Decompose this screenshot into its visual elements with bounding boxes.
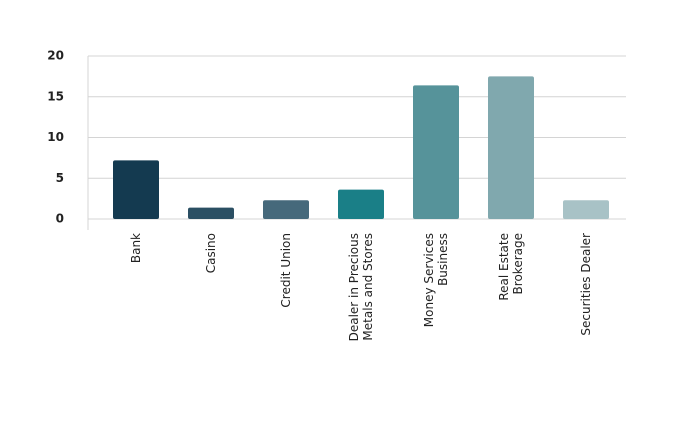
- x-tick-label-line: Securities Dealer: [579, 233, 593, 336]
- x-tick-label: Dealer in PreciousMetals and Stores: [347, 233, 375, 341]
- x-tick-label-line: Bank: [129, 233, 143, 263]
- x-tick-label: Bank: [129, 233, 143, 263]
- y-tick-label: 20: [47, 49, 64, 63]
- bar: [563, 200, 609, 219]
- bar: [488, 76, 534, 219]
- bar: [338, 189, 384, 219]
- x-tick-label: Securities Dealer: [579, 233, 593, 336]
- y-tick-label: 15: [47, 89, 64, 103]
- x-tick-label-line: Brokerage: [511, 233, 525, 294]
- x-tick-label-line: Dealer in Precious: [347, 233, 361, 341]
- bar: [413, 85, 459, 219]
- x-tick-label-line: Casino: [204, 233, 218, 273]
- y-tick-label: 5: [56, 171, 64, 185]
- x-tick-label: Real EstateBrokerage: [497, 233, 525, 301]
- y-tick-label: 0: [56, 212, 64, 226]
- x-tick-label-line: Real Estate: [497, 233, 511, 301]
- x-tick-label-line: Metals and Stores: [361, 233, 375, 341]
- bar: [113, 160, 159, 219]
- x-tick-label-line: Credit Union: [279, 233, 293, 308]
- y-tick-label: 10: [47, 130, 64, 144]
- x-tick-label-line: Business: [436, 233, 450, 286]
- bar: [188, 207, 234, 219]
- x-tick-label: Casino: [204, 233, 218, 273]
- bar: [263, 200, 309, 219]
- x-tick-label-line: Money Services: [422, 233, 436, 327]
- x-tick-label: Money ServicesBusiness: [422, 233, 450, 327]
- x-tick-label: Credit Union: [279, 233, 293, 308]
